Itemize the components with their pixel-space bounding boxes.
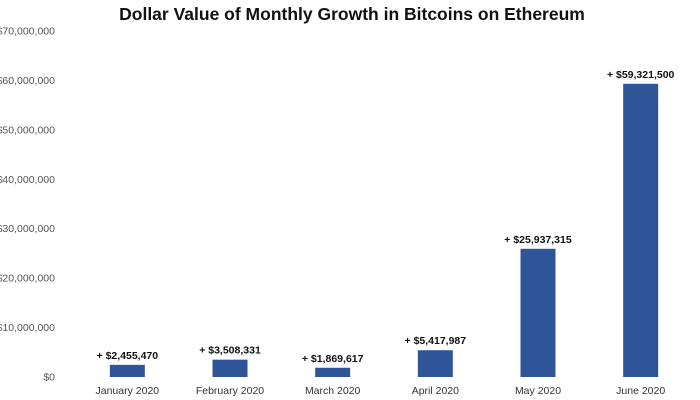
x-tick-label: June 2020 (616, 385, 665, 397)
x-tick-label: May 2020 (515, 385, 561, 397)
y-tick-label: $50,000,000 (0, 124, 55, 136)
chart-title: Dollar Value of Monthly Growth in Bitcoi… (119, 4, 585, 24)
y-tick-label: $70,000,000 (0, 26, 55, 38)
data-label: + $1,869,617 (302, 353, 364, 365)
bar (623, 83, 659, 378)
x-tick-label: January 2020 (96, 385, 160, 397)
x-tick-label: April 2020 (412, 385, 459, 397)
x-axis: January 2020 February 2020 March 2020 April… (96, 385, 666, 397)
data-label: + $5,417,987 (405, 335, 467, 347)
y-tick-label: $20,000,000 (0, 273, 55, 285)
bar (212, 359, 248, 377)
bar (417, 350, 453, 377)
bar (109, 364, 145, 377)
y-axis: $0 $10,000,000 $20,000,000 $30,000,000 $40,0… (0, 26, 55, 384)
bar (520, 248, 556, 377)
y-tick-label: $0 (43, 372, 55, 384)
data-labels-group: + $2,455,470 + $3,508,331 + $1,869,617 + $5… (97, 69, 675, 365)
data-label: + $3,508,331 (199, 345, 261, 357)
y-tick-label: $10,000,000 (0, 322, 55, 334)
y-tick-label: $30,000,000 (0, 223, 55, 235)
bars-group (109, 83, 659, 378)
data-label: + $25,937,315 (504, 234, 572, 246)
y-tick-label: $40,000,000 (0, 174, 55, 186)
data-label: + $59,321,500 (607, 69, 675, 81)
bar (315, 367, 351, 377)
x-tick-label: March 2020 (305, 385, 361, 397)
y-tick-label: $60,000,000 (0, 75, 55, 87)
data-label: + $2,455,470 (97, 350, 159, 362)
x-tick-label: February 2020 (196, 385, 264, 397)
